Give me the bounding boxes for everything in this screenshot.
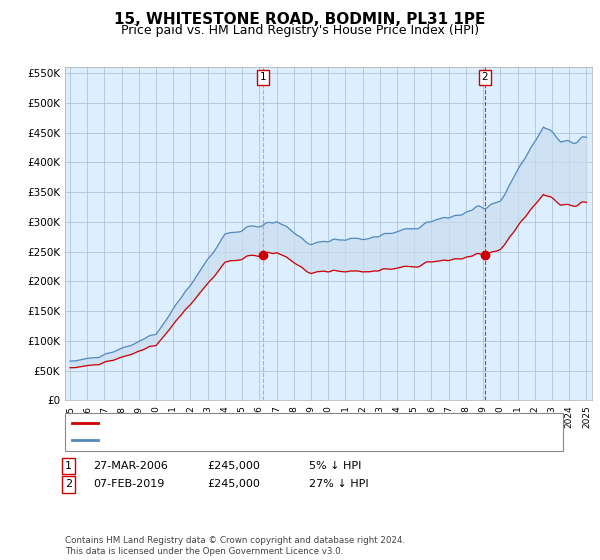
Text: Price paid vs. HM Land Registry's House Price Index (HPI): Price paid vs. HM Land Registry's House … <box>121 24 479 36</box>
Text: 27-MAR-2006: 27-MAR-2006 <box>93 461 168 471</box>
Text: 07-FEB-2019: 07-FEB-2019 <box>93 479 164 489</box>
Text: £245,000: £245,000 <box>207 461 260 471</box>
Text: 15, WHITESTONE ROAD, BODMIN, PL31 1PE (detached house): 15, WHITESTONE ROAD, BODMIN, PL31 1PE (d… <box>102 418 424 428</box>
Text: 27% ↓ HPI: 27% ↓ HPI <box>309 479 368 489</box>
Text: 1: 1 <box>65 461 72 471</box>
Text: 2: 2 <box>481 72 488 82</box>
Text: 1: 1 <box>260 72 266 82</box>
Text: 2: 2 <box>65 479 72 489</box>
Text: HPI: Average price, detached house, Cornwall: HPI: Average price, detached house, Corn… <box>102 435 340 445</box>
Text: 15, WHITESTONE ROAD, BODMIN, PL31 1PE: 15, WHITESTONE ROAD, BODMIN, PL31 1PE <box>115 12 485 27</box>
Text: £245,000: £245,000 <box>207 479 260 489</box>
Text: 5% ↓ HPI: 5% ↓ HPI <box>309 461 361 471</box>
Text: Contains HM Land Registry data © Crown copyright and database right 2024.
This d: Contains HM Land Registry data © Crown c… <box>65 536 405 556</box>
